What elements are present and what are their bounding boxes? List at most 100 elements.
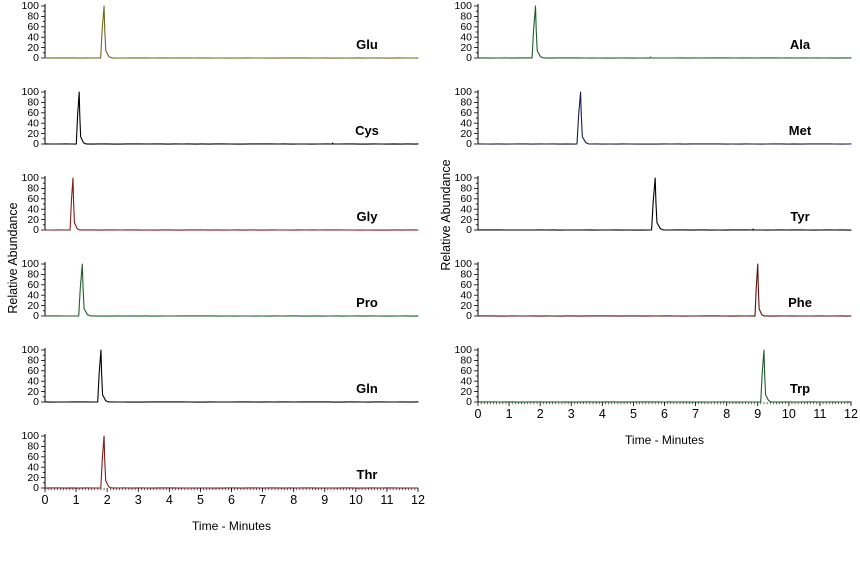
svg-text:100: 100 <box>21 258 39 270</box>
svg-text:0: 0 <box>466 138 472 150</box>
svg-text:60: 60 <box>27 193 39 205</box>
svg-text:20: 20 <box>460 214 472 226</box>
svg-text:20: 20 <box>27 386 39 398</box>
svg-text:40: 40 <box>460 375 472 387</box>
svg-text:40: 40 <box>27 461 39 473</box>
svg-text:7: 7 <box>259 493 266 507</box>
svg-text:80: 80 <box>460 355 472 367</box>
svg-text:Pro: Pro <box>356 295 378 310</box>
svg-text:40: 40 <box>460 31 472 43</box>
svg-text:80: 80 <box>27 11 39 23</box>
svg-text:60: 60 <box>460 365 472 377</box>
svg-text:20: 20 <box>27 300 39 312</box>
svg-text:100: 100 <box>454 258 472 270</box>
svg-text:9: 9 <box>321 493 328 507</box>
svg-text:60: 60 <box>27 451 39 463</box>
svg-text:60: 60 <box>27 279 39 291</box>
svg-text:1: 1 <box>73 493 80 507</box>
svg-text:12: 12 <box>411 493 425 507</box>
svg-text:6: 6 <box>228 493 235 507</box>
svg-text:0: 0 <box>466 224 472 236</box>
svg-text:12: 12 <box>844 407 858 421</box>
svg-text:40: 40 <box>460 203 472 215</box>
svg-text:8: 8 <box>290 493 297 507</box>
svg-text:80: 80 <box>27 183 39 195</box>
svg-text:5: 5 <box>630 407 637 421</box>
svg-text:0: 0 <box>466 310 472 322</box>
svg-text:40: 40 <box>27 375 39 387</box>
svg-text:Ala: Ala <box>790 37 811 52</box>
svg-text:100: 100 <box>21 172 39 184</box>
svg-text:100: 100 <box>454 0 472 12</box>
svg-text:20: 20 <box>460 128 472 140</box>
svg-text:40: 40 <box>27 31 39 43</box>
svg-text:40: 40 <box>460 289 472 301</box>
svg-text:60: 60 <box>27 107 39 119</box>
svg-text:100: 100 <box>21 344 39 356</box>
svg-text:20: 20 <box>27 214 39 226</box>
svg-text:Gln: Gln <box>356 381 378 396</box>
svg-text:0: 0 <box>42 493 49 507</box>
svg-text:Cys: Cys <box>355 123 379 138</box>
svg-text:20: 20 <box>27 128 39 140</box>
svg-text:9: 9 <box>754 407 761 421</box>
svg-text:60: 60 <box>460 21 472 33</box>
svg-text:100: 100 <box>454 344 472 356</box>
svg-text:10: 10 <box>349 493 363 507</box>
svg-text:0: 0 <box>33 396 39 408</box>
svg-text:60: 60 <box>27 365 39 377</box>
svg-text:60: 60 <box>460 107 472 119</box>
svg-text:60: 60 <box>460 279 472 291</box>
svg-text:Phe: Phe <box>788 295 812 310</box>
svg-text:100: 100 <box>21 430 39 442</box>
svg-text:20: 20 <box>27 472 39 484</box>
svg-text:80: 80 <box>460 269 472 281</box>
svg-text:40: 40 <box>27 117 39 129</box>
svg-text:Gly: Gly <box>357 209 379 224</box>
svg-text:80: 80 <box>460 11 472 23</box>
svg-text:1: 1 <box>506 407 513 421</box>
svg-text:8: 8 <box>723 407 730 421</box>
svg-text:11: 11 <box>813 407 826 421</box>
svg-text:20: 20 <box>460 42 472 54</box>
svg-text:Trp: Trp <box>790 381 810 396</box>
svg-text:2: 2 <box>104 493 111 507</box>
svg-text:100: 100 <box>21 86 39 98</box>
svg-text:100: 100 <box>454 172 472 184</box>
svg-text:Tyr: Tyr <box>790 209 809 224</box>
svg-text:80: 80 <box>27 355 39 367</box>
svg-text:Met: Met <box>789 123 812 138</box>
svg-text:3: 3 <box>568 407 575 421</box>
svg-text:20: 20 <box>27 42 39 54</box>
svg-text:80: 80 <box>27 269 39 281</box>
svg-text:40: 40 <box>460 117 472 129</box>
svg-text:100: 100 <box>21 0 39 12</box>
svg-text:5: 5 <box>197 493 204 507</box>
svg-text:7: 7 <box>692 407 699 421</box>
svg-text:0: 0 <box>33 482 39 494</box>
svg-text:60: 60 <box>460 193 472 205</box>
svg-text:0: 0 <box>466 52 472 64</box>
svg-text:2: 2 <box>537 407 544 421</box>
svg-text:Glu: Glu <box>356 37 378 52</box>
svg-text:100: 100 <box>454 86 472 98</box>
svg-text:60: 60 <box>27 21 39 33</box>
svg-text:80: 80 <box>460 183 472 195</box>
svg-text:0: 0 <box>466 396 472 408</box>
svg-text:4: 4 <box>599 407 606 421</box>
svg-text:4: 4 <box>166 493 173 507</box>
svg-text:0: 0 <box>33 224 39 236</box>
svg-text:20: 20 <box>460 300 472 312</box>
svg-text:40: 40 <box>27 203 39 215</box>
svg-text:80: 80 <box>27 441 39 453</box>
svg-text:Thr: Thr <box>357 467 378 482</box>
svg-text:10: 10 <box>782 407 796 421</box>
svg-text:11: 11 <box>380 493 393 507</box>
svg-text:0: 0 <box>33 52 39 64</box>
svg-text:80: 80 <box>460 97 472 109</box>
svg-text:Time - Minutes: Time - Minutes <box>625 433 704 447</box>
svg-text:0: 0 <box>33 310 39 322</box>
svg-text:Time - Minutes: Time - Minutes <box>192 519 271 533</box>
svg-text:6: 6 <box>661 407 668 421</box>
svg-text:0: 0 <box>475 407 482 421</box>
